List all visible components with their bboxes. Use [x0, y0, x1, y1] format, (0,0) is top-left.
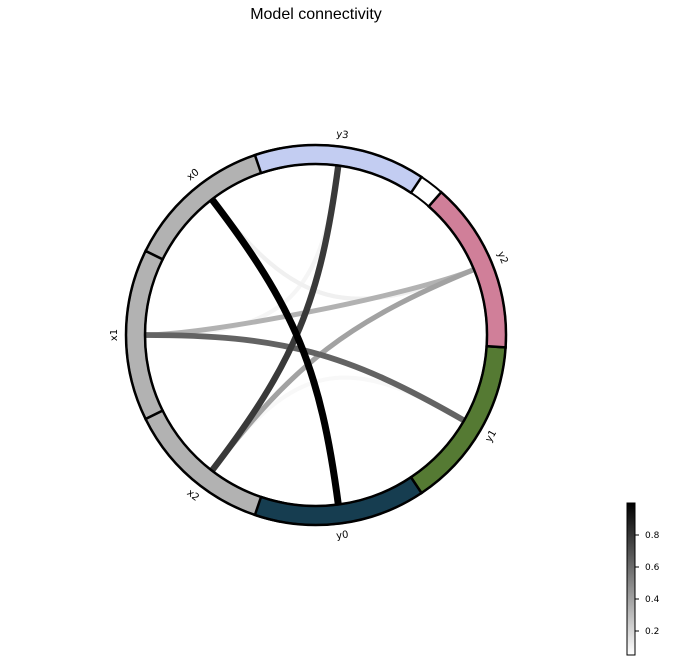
colorbar: 0.2 0.4 0.6 0.8: [626, 502, 660, 656]
node-label-y1: y1: [484, 428, 500, 444]
colorbar-tick-label: 0.8: [645, 531, 660, 541]
node-label-y2: y2: [495, 250, 510, 266]
chart-title: Model connectivity: [250, 6, 382, 23]
node-label-x1: x1: [109, 329, 120, 341]
colorbar-gradient: [626, 502, 636, 656]
node-label-x0: x0: [185, 167, 201, 183]
colorbar-tick-label: 0.2: [645, 627, 659, 637]
node-label-y0: y0: [336, 530, 350, 543]
outer-ring-outline: [125, 144, 507, 526]
node-label-y3: y3: [335, 129, 349, 142]
node-label-x2: x2: [185, 488, 201, 504]
colorbar-tick-label: 0.4: [645, 595, 660, 605]
colorbar-ticks: 0.2 0.4 0.6 0.8: [635, 531, 660, 637]
link-x2-y3: [208, 161, 342, 475]
link-x0-y0: [207, 195, 342, 510]
inner-ring-outline: [144, 163, 488, 507]
links-layer: [141, 161, 478, 510]
link-x1-y1: [141, 332, 468, 424]
colorbar-tick-label: 0.6: [645, 563, 660, 573]
